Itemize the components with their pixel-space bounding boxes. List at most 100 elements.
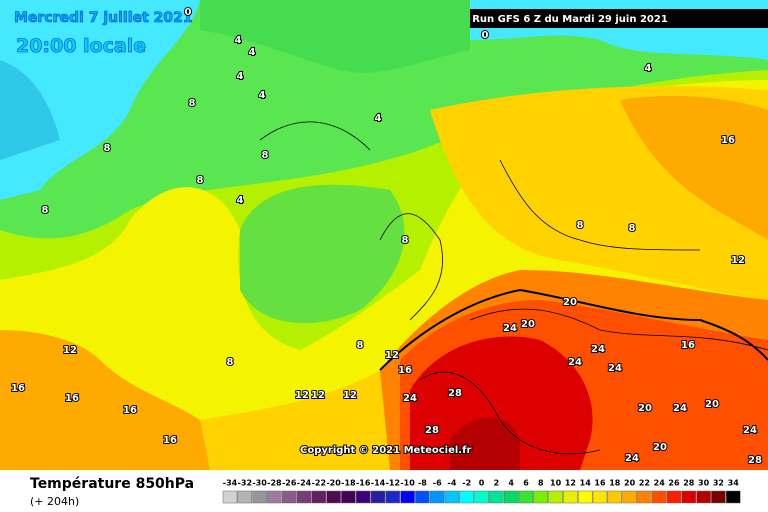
warm-band-south [200, 370, 400, 470]
hot-core-max [450, 417, 520, 470]
run-box [470, 9, 768, 28]
contour-label: 12 [295, 390, 309, 401]
legend-swatch [489, 490, 504, 504]
legend-tick-label: -12 [386, 479, 400, 488]
legend-swatch [355, 490, 371, 504]
contour-label: 16 [163, 435, 177, 446]
legend-swatch [503, 490, 519, 504]
legend-tick-label: -18 [341, 479, 356, 488]
legend-tick-label: 10 [550, 479, 562, 488]
legend-swatch [666, 490, 682, 504]
legend-swatch [607, 490, 623, 504]
legend-swatch [563, 490, 578, 504]
legend-tick-label: 20 [624, 479, 636, 488]
contour-label: 24 [591, 344, 605, 355]
legend-swatch [252, 490, 267, 504]
contour-label: 28 [748, 455, 762, 466]
contour-label: 24 [743, 425, 757, 436]
legend-swatch [681, 490, 697, 504]
legend-tick-label: 30 [698, 479, 710, 488]
legend-swatch [577, 490, 593, 504]
legend-tick-label: -32 [238, 479, 252, 488]
cold-region [0, 0, 200, 200]
green-pool [240, 184, 405, 324]
legend-tick-label: 4 [508, 479, 514, 488]
warm-region-southwest [0, 330, 220, 470]
legend-tick-label: 26 [668, 479, 680, 488]
lead-time: (+ 204h) [30, 495, 79, 508]
legend-swatch [311, 490, 327, 504]
valid-date: Mercredi 7 juillet 2021 [14, 10, 193, 26]
isotherm-20 [379, 288, 768, 371]
contour-label: 16 [398, 365, 412, 376]
coastlines [259, 121, 768, 455]
legend-tick-label: 16 [594, 479, 606, 488]
legend-swatch [592, 490, 608, 504]
legend-swatch [237, 490, 253, 504]
legend-swatch [444, 490, 460, 504]
contour-label: 16 [123, 405, 137, 416]
contour-label: 20 [638, 403, 652, 414]
legend-tick-label: -34 [223, 479, 238, 488]
legend-tick-label: -8 [418, 479, 427, 488]
contour-label: 28 [425, 425, 439, 436]
contour-label: 8 [402, 235, 409, 246]
contour-label: 24 [625, 453, 639, 464]
legend-tick-label: -30 [252, 479, 267, 488]
contour-label: 8 [357, 340, 364, 351]
legend-tick-label: -2 [462, 479, 471, 488]
contour-label: 20 [653, 442, 667, 453]
legend-swatch [696, 490, 711, 504]
legend-swatch [474, 490, 489, 504]
legend-tick-label: -22 [312, 479, 326, 488]
legend-tick-label: 8 [538, 479, 544, 488]
legend-tick-label: -14 [371, 479, 386, 488]
contour-label: 28 [448, 388, 462, 399]
legend-tick-label: 0 [479, 479, 485, 488]
contour-label: 8 [42, 205, 49, 216]
contour-label: 0 [482, 30, 489, 41]
legend-tick-label: -28 [267, 479, 282, 488]
legend-swatch [296, 490, 312, 504]
legend-tick-label: 18 [609, 479, 621, 488]
contour-label: 4 [237, 71, 244, 82]
legend-title: Température 850hPa [30, 476, 194, 492]
legend-swatch [548, 490, 563, 504]
legend-tick-label: 2 [494, 479, 500, 488]
green-north [200, 0, 470, 73]
contour-label: 8 [262, 150, 269, 161]
contour-label: 4 [645, 63, 652, 74]
local-time: 20:00 locale [16, 35, 146, 57]
contour-label: 20 [563, 297, 577, 308]
legend-tick-label: -10 [400, 479, 415, 488]
legend-tick-label: 34 [728, 479, 740, 488]
legend-tick-label: 12 [565, 479, 576, 488]
contour-label: 16 [721, 135, 735, 146]
legend-swatch [267, 490, 282, 504]
legend-tick-label: 22 [639, 479, 650, 488]
legend-tick-label: -4 [448, 479, 457, 488]
contour-label: 8 [189, 98, 196, 109]
legend-swatch [651, 490, 667, 504]
contour-label: 8 [197, 175, 204, 186]
legend-tick-label: 28 [683, 479, 695, 488]
contour-label: 12 [343, 390, 357, 401]
contour-label: 16 [65, 393, 79, 404]
legend-swatch [637, 490, 652, 504]
legend-tick-label: -6 [433, 479, 442, 488]
legend-swatch [725, 490, 741, 504]
legend-swatch [429, 490, 445, 504]
contour-label: 8 [104, 143, 111, 154]
contour-label: 4 [259, 90, 266, 101]
legend-tick-label: -20 [326, 479, 341, 488]
legend-swatch [326, 490, 341, 504]
contour-label: 24 [673, 403, 687, 414]
legend-swatch [518, 490, 534, 504]
contour-label: 4 [249, 47, 256, 58]
contour-label: 16 [681, 340, 695, 351]
legend-swatch [533, 490, 549, 504]
contour-label: 8 [629, 223, 636, 234]
legend-swatch [622, 490, 637, 504]
legend-tick-label: 32 [713, 479, 724, 488]
legend-tick-label: -16 [356, 479, 371, 488]
